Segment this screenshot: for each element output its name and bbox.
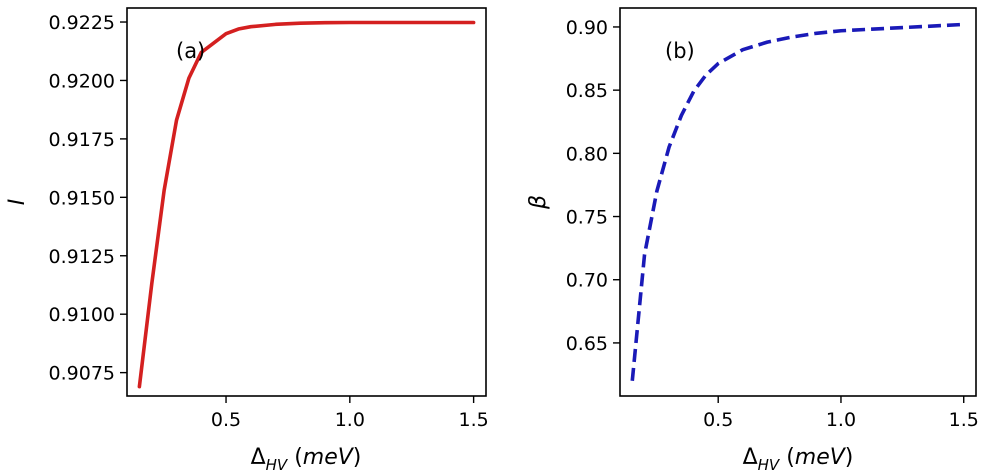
panel-a-plot-frame: [126, 7, 487, 397]
panel-b-xtick-label: 0.5: [703, 409, 733, 431]
panel-a-ytick-layer: 0.9075 0.9100 0.9125 0.9150 0.9175 0.9200 0.92…: [49, 12, 127, 385]
panel-b: 0.5 1.0 1.5 0.65 0.70 0.75 0.80 0.85 0.90 (b) β…: [526, 7, 979, 474]
panel-a-ytick-label: 0.9225: [49, 12, 115, 34]
panel-a-series-line-0: [137, 20, 476, 389]
panel-b-series-layer: [630, 22, 964, 382]
panel-b-ytick-label: 0.90: [566, 17, 608, 39]
panel-a-xlabel-open: (: [287, 445, 303, 470]
panel-b-xtick-label: 1.0: [826, 409, 856, 431]
panel-b-xlabel-close: ): [845, 445, 854, 470]
panel-a-xtick-layer: 0.5 1.0 1.5: [211, 396, 489, 431]
panel-a-xlabel: ΔHV (meV): [251, 445, 362, 474]
panel-a-ytick-label: 0.9175: [49, 129, 115, 151]
panel-a-ytick-label: 0.9125: [49, 246, 115, 268]
panel-a-ytick-label: 0.9100: [49, 304, 115, 326]
panel-b-xlabel-unit: meV: [795, 445, 847, 470]
panel-a-xlabel-subscript: HV: [266, 456, 289, 474]
panel-a-xlabel-unit: meV: [303, 445, 355, 470]
panel-b-plot-frame: [619, 7, 977, 397]
panel-b-xtick-label: 1.5: [949, 409, 979, 431]
panel-a-ytick-label: 0.9075: [49, 363, 115, 385]
panel-a-xtick-label: 0.5: [211, 409, 241, 431]
panel-a-ytick-label: 0.9200: [49, 70, 115, 92]
panel-a-xtick-label: 1.0: [335, 409, 365, 431]
panel-b-ytick-label: 0.65: [566, 333, 608, 355]
panel-b-ylabel: β: [526, 195, 551, 210]
panel-b-ytick-label: 0.85: [566, 80, 608, 102]
panel-b-xtick-layer: 0.5 1.0 1.5: [703, 396, 979, 431]
panel-b-xlabel-symbol: Δ: [743, 445, 758, 470]
panel-b-xlabel-subscript: HV: [758, 456, 781, 474]
panel-b-xlabel-open: (: [779, 445, 795, 470]
panel-a-series-layer: [137, 20, 476, 389]
panel-b-ytick-label: 0.80: [566, 143, 608, 165]
panel-a: 0.5 1.0 1.5 0.9075 0.9100 0.9125 0.9150 0.9175…: [5, 7, 489, 474]
panel-a-xtick-label: 1.5: [459, 409, 489, 431]
panel-b-ytick-label: 0.70: [566, 270, 608, 292]
panel-b-series-line-0: [630, 22, 964, 382]
panel-a-ylabel: I: [5, 199, 30, 206]
panel-b-ytick-label: 0.75: [566, 207, 608, 229]
panel-b-ytick-layer: 0.65 0.70 0.75 0.80 0.85 0.90: [566, 17, 620, 355]
panel-a-label: (a): [176, 39, 205, 63]
panel-a-xlabel-symbol: Δ: [251, 445, 266, 470]
panel-a-xlabel-close: ): [353, 445, 362, 470]
panel-b-xlabel: ΔHV (meV): [743, 445, 854, 474]
panel-b-label: (b): [665, 39, 695, 63]
panel-a-ytick-label: 0.9150: [49, 187, 115, 209]
